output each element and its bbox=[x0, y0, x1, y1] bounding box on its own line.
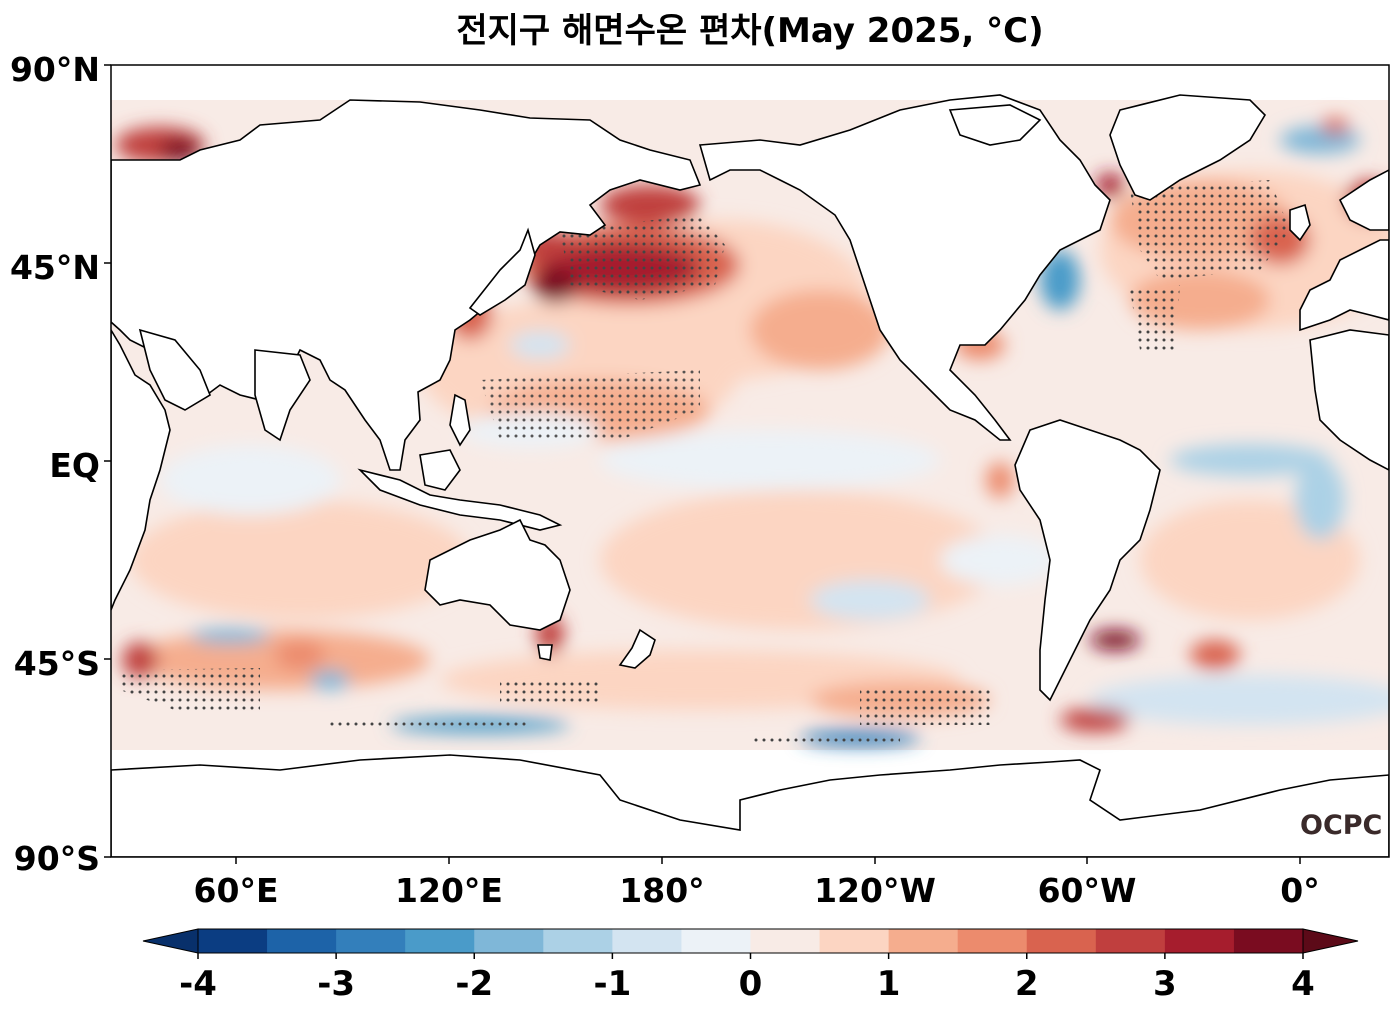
map-panel bbox=[111, 65, 1389, 857]
lon-tick-label: 120°E bbox=[395, 871, 503, 910]
colorbar-tick-label: -1 bbox=[593, 964, 631, 1004]
lat-axis: 90°N 45°N EQ 45°S 90°S bbox=[10, 50, 111, 878]
colorbar-bin bbox=[543, 929, 613, 953]
africa-landmass bbox=[111, 328, 171, 611]
colorbar-tick-label: 0 bbox=[739, 964, 763, 1004]
colorbar-bin bbox=[336, 929, 406, 953]
tasmania-landmass bbox=[537, 644, 553, 661]
arabia-landmass bbox=[138, 328, 211, 411]
colorbar-tick-label: 2 bbox=[1015, 964, 1039, 1004]
significance-stippling bbox=[120, 180, 1290, 744]
colorbar-bin bbox=[888, 929, 959, 953]
lat-tick-label: 90°S bbox=[14, 839, 100, 878]
australia-landmass bbox=[424, 518, 571, 631]
philippines-landmass bbox=[449, 393, 471, 447]
colorbar-bin bbox=[819, 929, 890, 953]
europe-landmass bbox=[1299, 239, 1389, 332]
colorbar-extend-min bbox=[142, 928, 199, 954]
colorbar-bin bbox=[198, 929, 268, 953]
colorbar-tick-label: -2 bbox=[455, 964, 493, 1004]
colorbar-bin bbox=[267, 929, 337, 953]
borneo-landmass bbox=[419, 449, 461, 491]
lon-tick-label: 0° bbox=[1280, 871, 1319, 910]
indonesia-landmass bbox=[357, 468, 563, 531]
colorbar-tick-label: -3 bbox=[317, 964, 355, 1004]
chart-title: 전지구 해면수온 편차(May 2025, °C) bbox=[456, 11, 1043, 51]
colorbar-bin bbox=[1233, 929, 1304, 953]
colorbar-bin bbox=[681, 929, 751, 953]
colorbar-tick-label: 3 bbox=[1153, 964, 1177, 1004]
colorbar-bin bbox=[1026, 929, 1097, 953]
scandinavia-landmass bbox=[1338, 169, 1389, 231]
colorbar-bin bbox=[474, 929, 544, 953]
lon-axis: 60°E 120°E 180° 120°W 60°W 0° bbox=[194, 857, 1320, 910]
colorbar-bin bbox=[1164, 929, 1235, 953]
colorbar-bin bbox=[957, 929, 1028, 953]
arctic-islands-landmass bbox=[948, 104, 1042, 146]
colorbar-tick-label: 1 bbox=[877, 964, 901, 1004]
colorbar-bin bbox=[750, 929, 821, 953]
lon-tick-label: 120°W bbox=[814, 871, 936, 910]
south-america-landmass bbox=[1014, 419, 1161, 702]
colorbar-tick-label: -4 bbox=[179, 964, 217, 1004]
colorbar-tick-label: 4 bbox=[1291, 964, 1315, 1004]
lat-tick-label: 45°N bbox=[10, 248, 100, 287]
lat-tick-label: 90°N bbox=[10, 50, 100, 89]
ocpc-logo: OCPC bbox=[1300, 810, 1382, 841]
land-masses bbox=[111, 94, 1389, 857]
colorbar-extend-max bbox=[1302, 928, 1359, 954]
north-america-landmass bbox=[698, 94, 1111, 441]
lat-tick-label: EQ bbox=[49, 446, 100, 485]
colorbar-bin bbox=[1095, 929, 1166, 953]
lon-tick-label: 60°W bbox=[1038, 871, 1137, 910]
colorbar-bin bbox=[405, 929, 475, 953]
japan-landmass bbox=[468, 227, 536, 316]
greenland-landmass bbox=[1109, 94, 1267, 201]
antarctica-landmass bbox=[111, 754, 1389, 857]
lon-tick-label: 60°E bbox=[194, 871, 279, 910]
colorbar: -4 -3 -2 -1 0 1 2 3 4 bbox=[142, 928, 1359, 1004]
new-zealand-landmass bbox=[618, 628, 656, 669]
lat-tick-label: 45°S bbox=[14, 644, 100, 683]
british-isles-landmass bbox=[1289, 203, 1311, 242]
india-landmass bbox=[254, 349, 311, 442]
lon-tick-label: 180° bbox=[619, 871, 704, 910]
colorbar-bin bbox=[612, 929, 682, 953]
west-africa-landmass bbox=[1309, 329, 1389, 471]
